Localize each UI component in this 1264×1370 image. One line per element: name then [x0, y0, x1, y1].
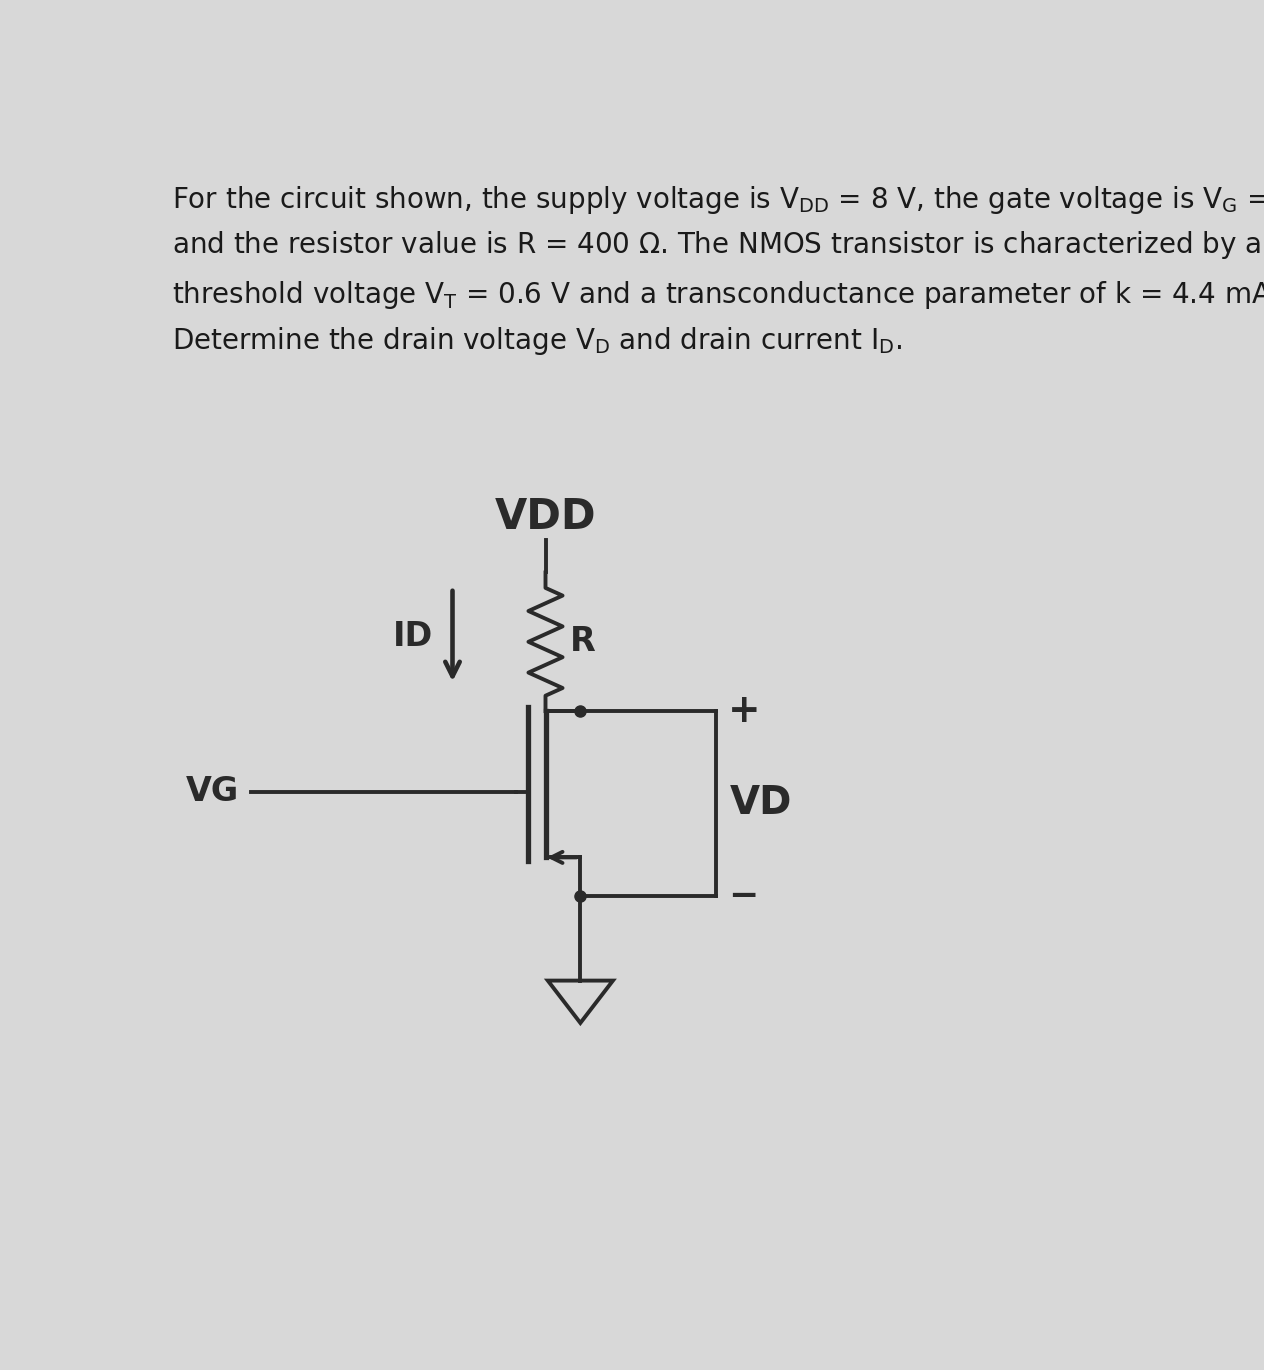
Text: +: +	[728, 692, 760, 730]
Text: −: −	[728, 880, 758, 912]
Text: ID: ID	[393, 619, 434, 652]
Text: VG: VG	[186, 775, 239, 808]
Text: VD: VD	[729, 785, 793, 822]
Text: VDD: VDD	[494, 496, 597, 538]
Text: For the circuit shown, the supply voltage is $\mathregular{V_{DD}}$ = 8 V, the g: For the circuit shown, the supply voltag…	[172, 184, 1264, 358]
Text: R: R	[570, 625, 597, 659]
